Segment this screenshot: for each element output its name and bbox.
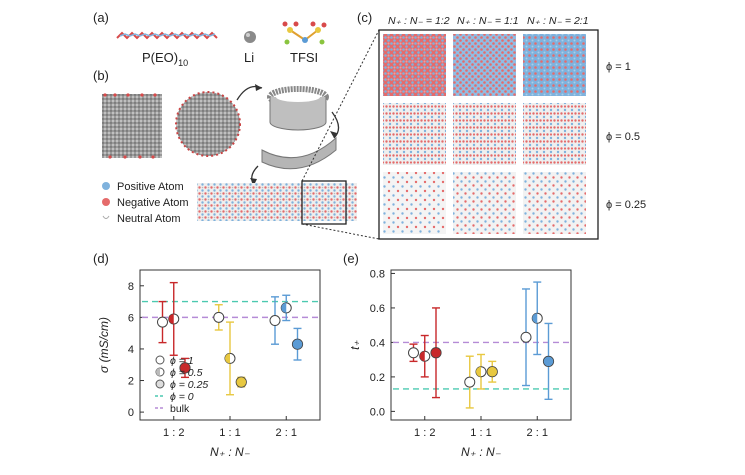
legend-neutral: Neutral Atom <box>117 213 181 225</box>
nanotube-cylinder <box>267 86 329 131</box>
col-header-1-1: N₊ : N₋ = 1:1 <box>457 15 519 27</box>
col-header-2-1: N₊ : N₋ = 2:1 <box>527 15 589 27</box>
col-header-1-2: N₊ : N₋ = 1:2 <box>388 15 450 27</box>
ce-point-phi025 <box>430 347 442 359</box>
chart-d-conductivity: 0 2 4 6 8 1 : 2 1 : 1 2 : 1 N₊ : N₋ σ (mS/cm) ϕ = … <box>97 269 321 459</box>
panel-d-label: (d) <box>93 251 109 266</box>
li-label: Li <box>244 50 254 65</box>
ce-point-phi05-fill <box>532 313 538 324</box>
arrow-3-head <box>250 178 257 185</box>
panel-b-label: (b) <box>93 68 109 83</box>
legend-label: bulk <box>170 403 190 415</box>
cd-point-phi025 <box>291 338 304 350</box>
zoom-box <box>301 180 347 225</box>
panel-c-label: (c) <box>357 10 372 25</box>
positive-atom-icon <box>102 182 110 190</box>
legend-label: ϕ = 0 <box>170 391 194 403</box>
cd-xtick-label: 1 : 2 <box>163 427 184 439</box>
ce-ytick-label: 0.4 <box>370 337 385 349</box>
legend-label: ϕ = 1 <box>170 355 194 367</box>
arrow-2-head <box>330 131 337 138</box>
cd-ytick-label: 8 <box>128 281 134 293</box>
cd-xtick-label: 2 : 1 <box>276 427 297 439</box>
snapshot-r3-c3 <box>523 172 586 234</box>
ce-xlabel: N₊ : N₋ <box>461 445 502 459</box>
ce-point-phi05-fill <box>419 351 425 362</box>
ce-point-phi05-fill <box>476 366 481 377</box>
ce-point-phi025 <box>542 355 555 367</box>
tfsi-molecule-icon <box>282 21 327 45</box>
snapshot-r3-c2 <box>453 172 516 234</box>
nanopore-cross-section <box>175 91 241 157</box>
snapshot-r1-c1 <box>383 34 446 96</box>
cd-xlabel: N₊ : N₋ <box>210 445 251 459</box>
cd-point-phi1 <box>269 315 281 327</box>
snapshot-r3-c1 <box>383 172 446 234</box>
ce-axes-frame <box>390 269 572 421</box>
zoom-line-top <box>301 29 380 182</box>
snapshot-r1-c2 <box>453 34 516 96</box>
snapshot-r1-c3 <box>523 34 586 96</box>
li-atom-icon <box>244 31 256 43</box>
unrolled-surface-strip <box>197 183 357 221</box>
ce-xtick-label: 1 : 1 <box>470 427 491 439</box>
ce-xtick-label: 2 : 1 <box>527 427 548 439</box>
ce-ytick-label: 0.2 <box>370 372 385 384</box>
ce-xtick-label: 1 : 2 <box>414 427 435 439</box>
ce-ytick-label: 0.6 <box>370 303 385 315</box>
tfsi-label: TFSI <box>290 50 318 65</box>
cd-point-phi05-fill <box>168 313 174 324</box>
peo-molecule <box>116 31 218 40</box>
ce-ytick-label: 0.8 <box>370 268 385 280</box>
legend-marker-fill <box>156 368 160 376</box>
cd-ytick-label: 6 <box>128 312 134 324</box>
snapshot-r2-c3 <box>523 103 586 165</box>
bulk-electrolyte-box <box>102 94 162 158</box>
ce-point-phi025 <box>486 366 498 378</box>
legend-marker <box>155 379 165 389</box>
ce-ylabel: t₊ <box>348 340 362 350</box>
li-atom-highlight <box>246 33 250 37</box>
cd-ylabel: σ (mS/cm) <box>97 317 111 373</box>
cd-xtick-label: 1 : 1 <box>219 427 240 439</box>
panel-c-frame <box>378 29 599 240</box>
neutral-atom-icon <box>102 215 110 219</box>
legend-label: ϕ = 0.25 <box>170 379 208 391</box>
negative-atom-icon <box>102 198 110 206</box>
ce-point-phi1 <box>464 376 476 388</box>
zoom-line-bottom <box>301 223 380 240</box>
panel-a-label: (a) <box>93 10 109 25</box>
ce-point-phi1 <box>408 347 419 359</box>
panel-e-label: (e) <box>343 251 359 266</box>
cd-ytick-label: 2 <box>128 376 134 388</box>
cd-ytick-label: 4 <box>128 344 134 356</box>
row-label-phi-0-25: ϕ = 0.25 <box>606 199 646 211</box>
ce-ytick-label: 0.0 <box>370 406 385 418</box>
legend-label: ϕ = 0.5 <box>170 367 203 379</box>
row-label-phi-0-5: ϕ = 0.5 <box>606 131 640 143</box>
unrolled-sheet <box>261 136 337 170</box>
arrow-2 <box>331 111 340 139</box>
snapshot-r2-c2 <box>453 103 516 165</box>
peo-label: P(EO)10 <box>142 50 188 68</box>
cd-point-phi1 <box>157 316 168 328</box>
legend-positive: Positive Atom <box>117 181 184 193</box>
row-label-phi-1: ϕ = 1 <box>606 61 631 73</box>
snapshot-r2-c1 <box>383 103 446 165</box>
ce-point-phi1 <box>520 331 532 343</box>
cd-point-phi025 <box>179 362 191 374</box>
legend-negative: Negative Atom <box>117 197 189 209</box>
arrow-1-head <box>255 84 262 91</box>
cd-ytick-label: 0 <box>128 407 134 419</box>
cd-point-phi05-fill <box>225 353 230 364</box>
legend-marker <box>155 355 165 365</box>
chart-e-transference: 0.0 0.2 0.4 0.6 0.8 1 : 2 1 : 1 2 : 1 N₊ : N₋ t₊ <box>348 268 572 459</box>
cd-point-phi05-fill <box>281 302 287 313</box>
cd-point-phi1 <box>213 311 225 323</box>
bulk-box-red-atoms <box>103 93 157 159</box>
cd-point-phi025 <box>235 376 247 388</box>
